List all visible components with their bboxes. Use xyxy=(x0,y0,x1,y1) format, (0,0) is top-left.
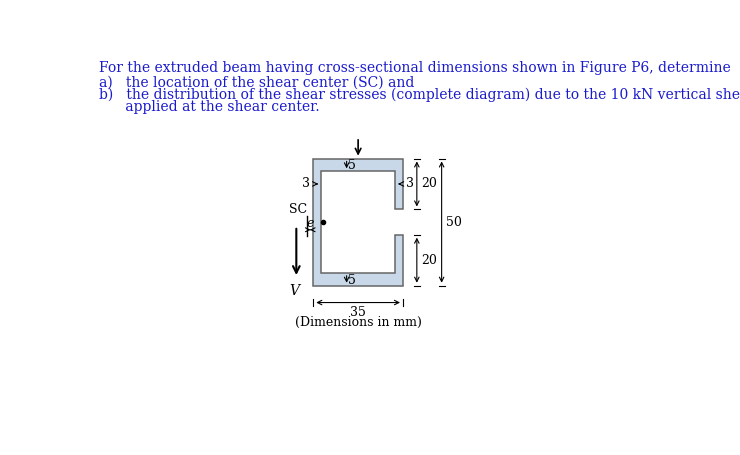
Text: For the extruded beam having cross-sectional dimensions shown in Figure P6, dete: For the extruded beam having cross-secti… xyxy=(98,61,730,75)
Text: e: e xyxy=(306,217,314,230)
Text: 50: 50 xyxy=(446,216,462,228)
Text: (Dimensions in mm): (Dimensions in mm) xyxy=(295,316,422,329)
Text: SC: SC xyxy=(289,203,307,216)
Text: 5: 5 xyxy=(349,273,356,287)
Text: V: V xyxy=(290,284,300,298)
Text: applied at the shear center.: applied at the shear center. xyxy=(98,100,320,114)
Text: 5: 5 xyxy=(349,159,356,172)
Text: 20: 20 xyxy=(422,177,437,191)
Text: 20: 20 xyxy=(422,254,437,267)
Text: b)   the distribution of the shear stresses (complete diagram) due to the 10 kN : b) the distribution of the shear stresse… xyxy=(98,88,740,102)
Text: a)   the location of the shear center (SC) and: a) the location of the shear center (SC)… xyxy=(98,76,414,89)
Text: 3: 3 xyxy=(406,177,414,191)
Text: 3: 3 xyxy=(302,177,310,191)
Text: 35: 35 xyxy=(350,306,366,318)
Polygon shape xyxy=(313,158,403,286)
